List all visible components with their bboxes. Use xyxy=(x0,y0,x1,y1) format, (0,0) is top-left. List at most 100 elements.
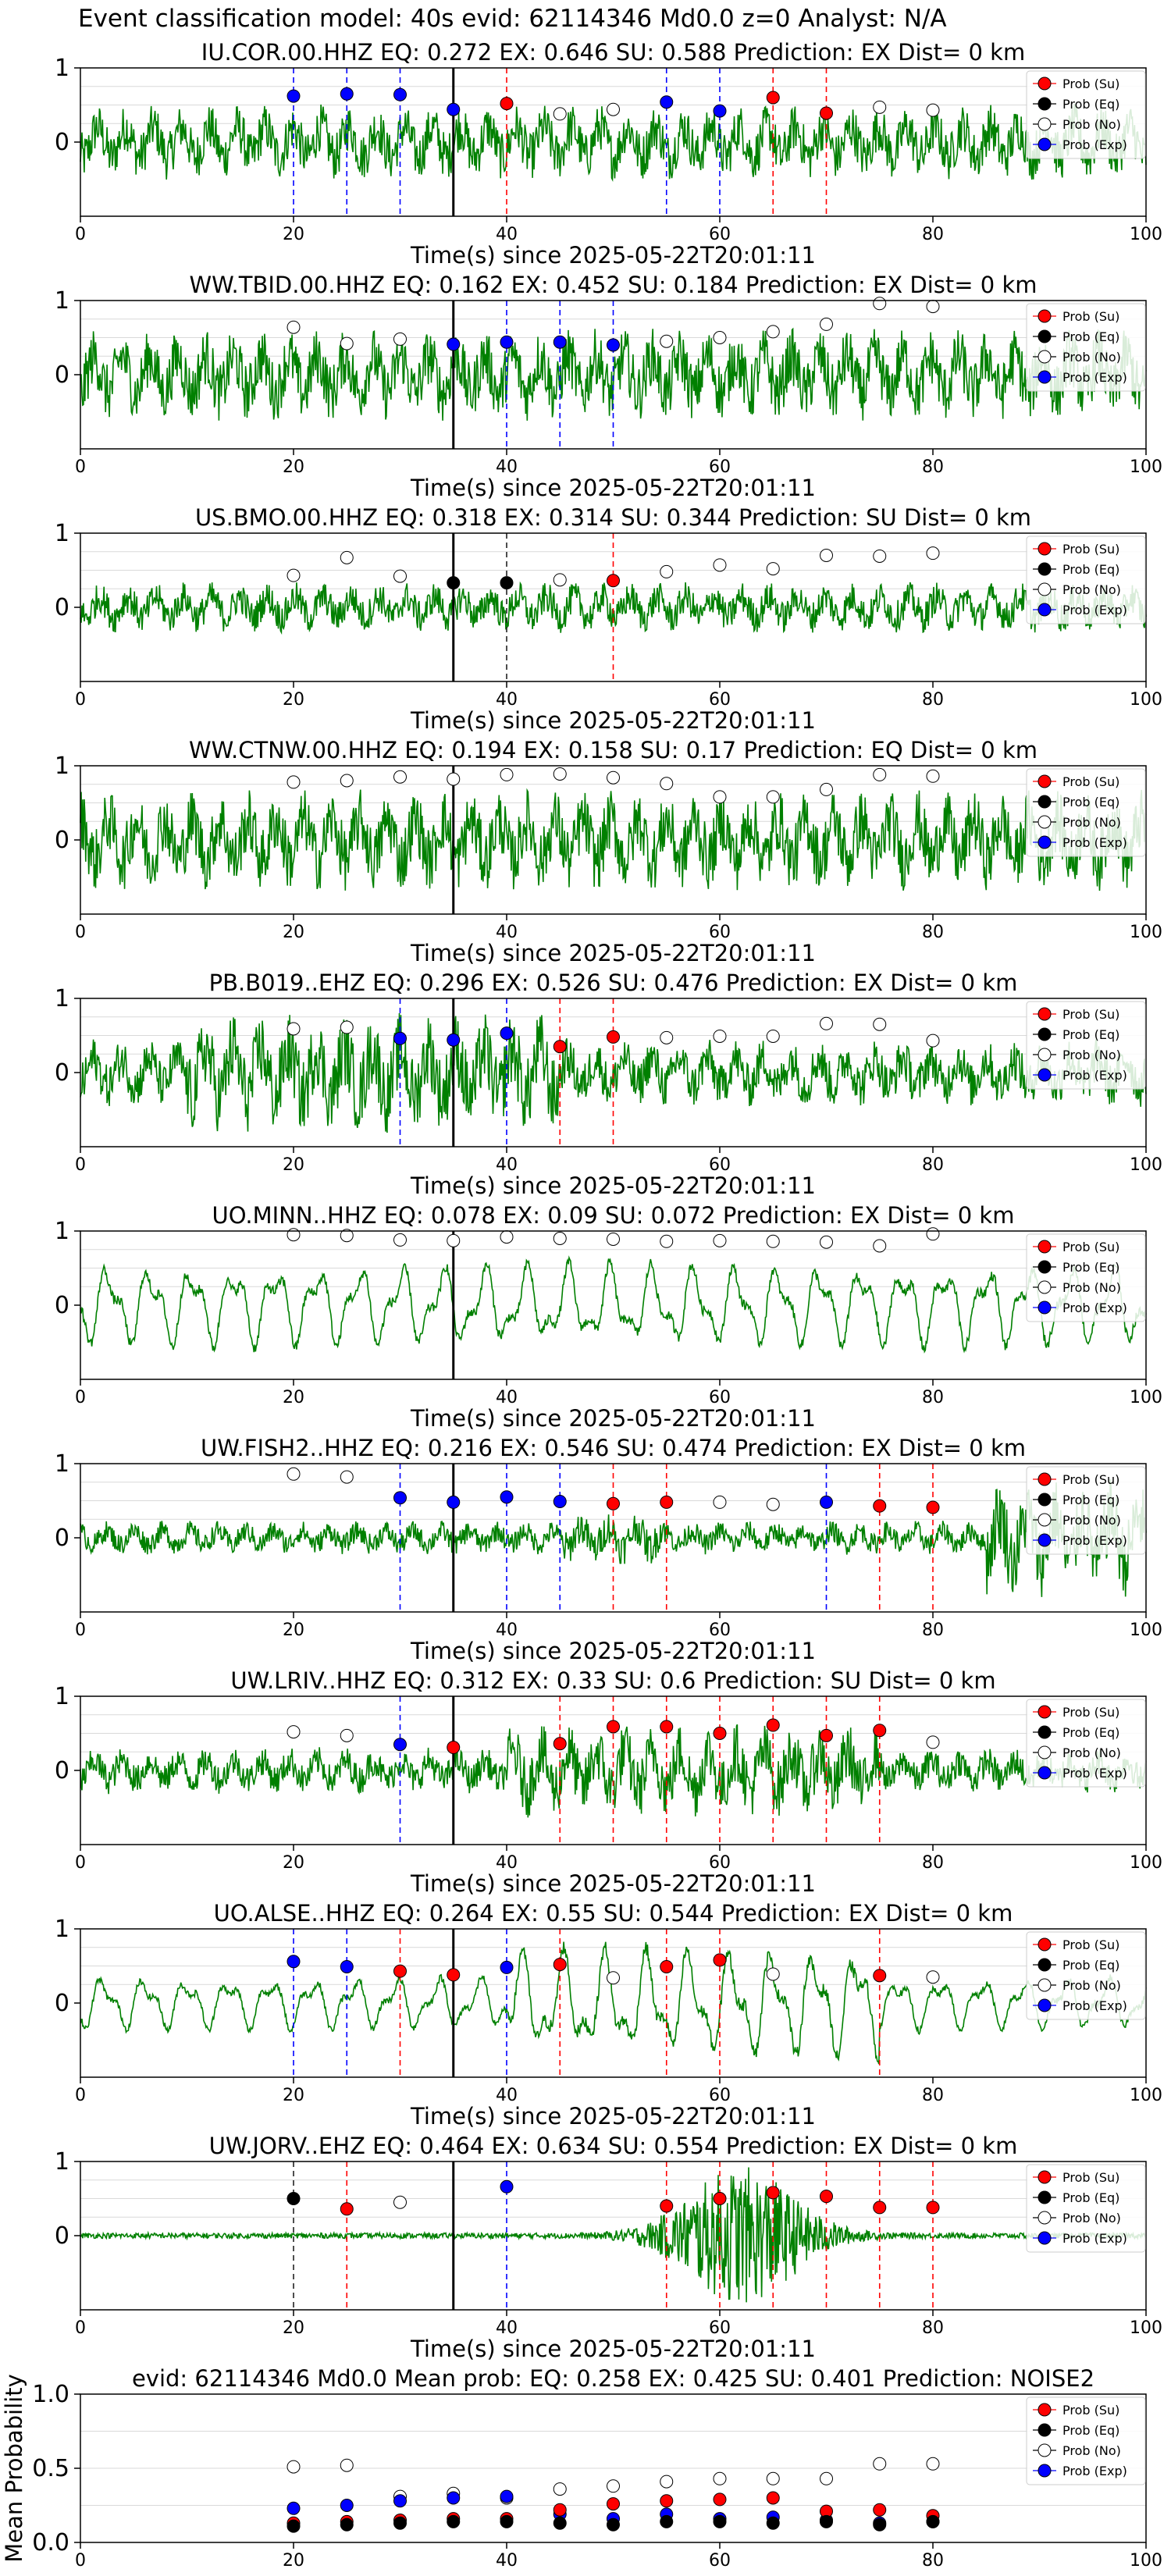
chart-panel-3: US.BMO.00.HHZ EQ: 0.318 EX: 0.314 SU: 0.… xyxy=(55,504,1162,734)
prob-point-no xyxy=(393,332,407,346)
legend-box xyxy=(1026,1466,1146,1555)
prob-point-su xyxy=(660,1720,674,1734)
prob-point-no xyxy=(766,1029,780,1043)
legend-box xyxy=(1026,70,1146,159)
prob-point-su xyxy=(660,1495,674,1509)
x-tick-label: 0 xyxy=(75,690,86,710)
legend-label-su: Prob (Su) xyxy=(1062,774,1119,789)
x-tick-label: 0 xyxy=(75,1853,86,1873)
prob-point-no xyxy=(873,1017,887,1031)
mean-point-eq xyxy=(447,2514,461,2528)
prob-point-exp xyxy=(393,87,407,101)
legend-label-no: Prob (No) xyxy=(1062,1745,1121,1760)
prob-point-exp xyxy=(287,89,301,103)
legend-marker-eq xyxy=(1038,562,1052,576)
panel-title: WW.TBID.00.HHZ EQ: 0.162 EX: 0.452 SU: 0… xyxy=(190,272,1038,298)
prob-point-no xyxy=(926,300,940,314)
legend-box xyxy=(1026,2164,1146,2253)
y-tick-label: 0 xyxy=(55,1292,69,1319)
prob-point-no xyxy=(393,770,407,784)
legend-label-exp: Prob (Exp) xyxy=(1062,1533,1127,1548)
legend-box xyxy=(1026,768,1146,857)
y-tick-label: 0 xyxy=(55,1525,69,1552)
prob-point-su xyxy=(660,2199,674,2213)
x-tick-label: 60 xyxy=(709,1853,731,1873)
mean-point-su xyxy=(766,2491,780,2505)
y-tick-label: 1.0 xyxy=(32,2381,69,2408)
x-tick-label: 0 xyxy=(75,2318,86,2338)
legend-marker-exp xyxy=(1038,835,1052,849)
prob-point-no xyxy=(713,331,727,344)
legend-label-su: Prob (Su) xyxy=(1062,1705,1119,1720)
prob-point-no xyxy=(287,775,301,789)
x-tick-label: 0 xyxy=(75,2086,86,2105)
x-tick-label: 80 xyxy=(922,225,944,244)
waveform-trace xyxy=(80,1255,1147,1354)
x-tick-label: 80 xyxy=(922,690,944,710)
prob-point-su xyxy=(820,106,833,120)
legend-marker-eq xyxy=(1038,97,1052,111)
prob-point-exp xyxy=(500,2179,514,2194)
legend-label-su: Prob (Su) xyxy=(1062,1472,1119,1487)
prob-point-su xyxy=(766,91,780,105)
prob-point-no xyxy=(287,320,301,334)
x-axis-label: Time(s) since 2025-05-22T20:01:11 xyxy=(410,2103,816,2129)
mean-point-no xyxy=(660,2475,674,2489)
legend-label-eq: Prob (Eq) xyxy=(1062,329,1119,344)
x-tick-label: 40 xyxy=(496,457,518,477)
prob-point-no xyxy=(340,1470,354,1484)
prob-point-no xyxy=(820,782,833,796)
chart-panel-5: PB.B019..EHZ EQ: 0.296 EX: 0.526 SU: 0.4… xyxy=(55,970,1162,1199)
x-tick-label: 60 xyxy=(709,923,731,942)
legend-label-su: Prob (Su) xyxy=(1062,1007,1119,1022)
legend-label-eq: Prob (Eq) xyxy=(1062,2423,1119,2438)
mean-point-no xyxy=(287,2460,301,2474)
legend-label-no: Prob (No) xyxy=(1062,1048,1121,1062)
prob-point-exp xyxy=(393,1738,407,1752)
chart-panel-11: evid: 62114346 Md0.0 Mean prob: EQ: 0.25… xyxy=(1,2365,1162,2571)
x-tick-label: 0 xyxy=(75,1388,86,1407)
prob-point-no xyxy=(447,772,461,786)
x-tick-label: 100 xyxy=(1130,1853,1162,1873)
legend-box xyxy=(1026,535,1146,624)
prob-point-no xyxy=(660,777,674,791)
x-axis-label: Time(s) since 2025-05-22T20:01:11 xyxy=(410,475,816,501)
legend-label-exp: Prob (Exp) xyxy=(1062,2231,1127,2246)
prob-point-no xyxy=(660,564,674,578)
x-tick-label: 20 xyxy=(283,1388,304,1407)
legend-label-no: Prob (No) xyxy=(1062,117,1121,132)
prob-point-no xyxy=(660,334,674,348)
prob-point-su xyxy=(660,1959,674,1973)
mean-point-eq xyxy=(393,2516,407,2530)
panel-title: WW.CTNW.00.HHZ EQ: 0.194 EX: 0.158 SU: 0… xyxy=(189,737,1038,763)
prob-point-no xyxy=(287,1467,301,1481)
prob-point-no xyxy=(393,2195,407,2209)
legend-marker-exp xyxy=(1038,1533,1052,1547)
legend-marker-eq xyxy=(1038,1493,1052,1507)
legend-label-no: Prob (No) xyxy=(1062,2211,1121,2226)
prob-point-no xyxy=(340,1728,354,1742)
prob-point-su xyxy=(873,2201,887,2215)
prob-point-no xyxy=(926,1227,940,1241)
legend-marker-eq xyxy=(1038,329,1052,343)
x-tick-label: 0 xyxy=(75,1155,86,1175)
prob-point-no xyxy=(873,549,887,563)
mean-point-eq xyxy=(553,2516,567,2530)
prob-point-no xyxy=(340,550,354,564)
prob-point-no xyxy=(553,107,567,121)
legend-marker-eq xyxy=(1038,795,1052,809)
x-axis-label: Time(s) since 2025-05-22T20:01:11 xyxy=(410,1638,816,1664)
prob-point-no xyxy=(766,1967,780,1981)
prob-point-su xyxy=(553,1958,567,1972)
prob-point-exp xyxy=(607,338,620,352)
y-tick-label: 0.5 xyxy=(32,2455,69,2482)
mean-point-exp xyxy=(447,2491,461,2505)
legend-marker-su xyxy=(1038,1705,1052,1719)
x-tick-label: 0 xyxy=(75,1621,86,1640)
prob-point-su xyxy=(500,97,514,111)
x-tick-label: 100 xyxy=(1130,1621,1162,1640)
legend-box xyxy=(1026,1001,1146,1090)
legend-marker-eq xyxy=(1038,1958,1052,1972)
y-tick-label: 0 xyxy=(55,2222,69,2250)
prob-point-no xyxy=(713,790,727,804)
